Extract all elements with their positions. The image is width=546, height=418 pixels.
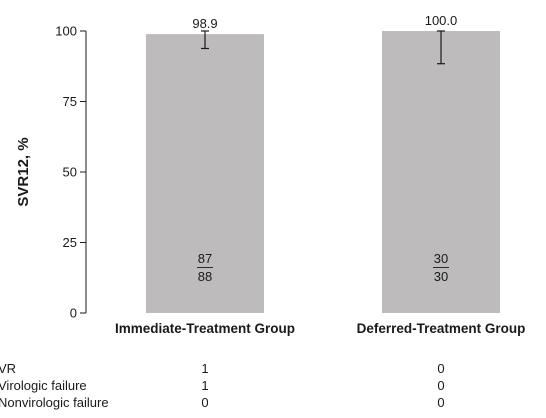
- category-label: Immediate-Treatment Group: [115, 321, 295, 336]
- table-row-label: Virologic failure: [0, 378, 87, 393]
- outcome-table: VR 1 0 Virologic failure 1 0 Nonvirologic fail…: [0, 361, 445, 410]
- error-bar: [437, 30, 445, 65]
- error-bar: [201, 30, 209, 50]
- bar: [382, 31, 500, 313]
- y-tick-label: 0: [70, 306, 77, 321]
- table-row-label: Nonvirologic failure: [0, 395, 109, 410]
- bar-value-label: 98.9: [192, 16, 217, 31]
- fraction-numerator: 30: [434, 251, 448, 266]
- table-cell: 0: [437, 378, 444, 393]
- table-cell: 1: [201, 378, 208, 393]
- table-cell: 1: [201, 361, 208, 376]
- bar-value-label: 100.0: [425, 13, 458, 28]
- bar: [146, 34, 264, 314]
- bars: 98.9 87 88 100.0 30 30: [146, 13, 500, 314]
- category-label: Deferred-Treatment Group: [357, 321, 526, 336]
- y-tick-label: 100: [55, 24, 77, 39]
- table-cell: 0: [201, 395, 208, 410]
- table-cell: 0: [437, 361, 444, 376]
- category-labels: Immediate-Treatment Group Deferred-Treatm…: [115, 321, 525, 336]
- fraction-denominator: 30: [434, 269, 448, 284]
- table-cell: 0: [437, 395, 444, 410]
- y-axis: 0 25 50 75 100: [55, 24, 87, 321]
- y-tick-label: 75: [63, 94, 77, 109]
- y-tick-label: 50: [63, 165, 77, 180]
- fraction-numerator: 87: [198, 251, 212, 266]
- table-row-label: VR: [0, 361, 16, 376]
- y-axis-title: SVR12, %: [15, 137, 32, 206]
- y-tick-label: 25: [63, 235, 77, 250]
- fraction-denominator: 88: [198, 269, 212, 284]
